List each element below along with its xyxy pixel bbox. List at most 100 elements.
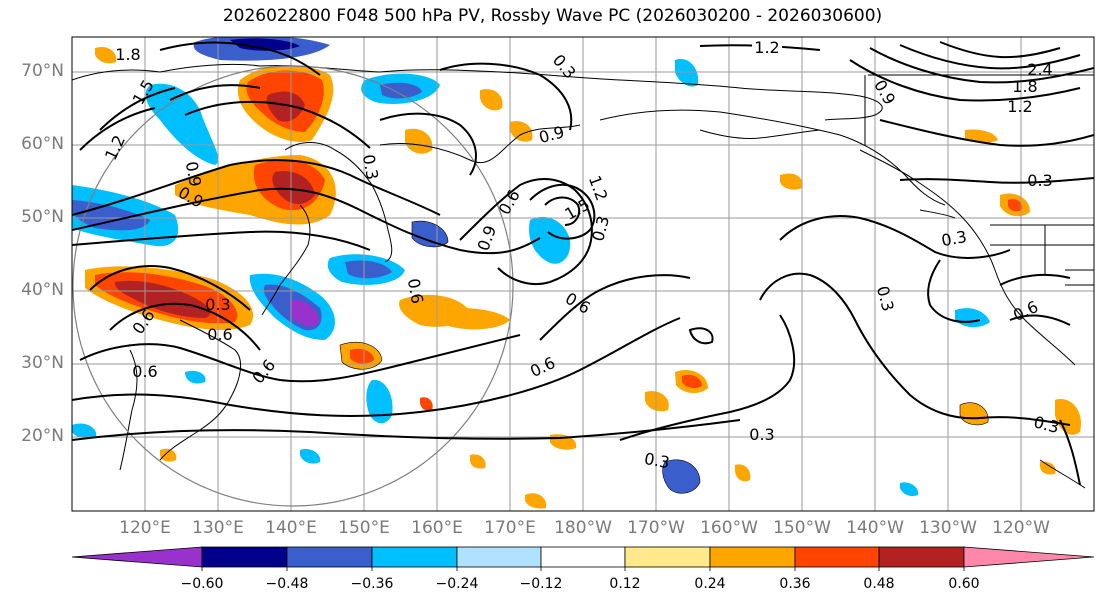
negative-anomaly <box>72 423 97 439</box>
colorbar-tick-label: 0.12 <box>609 576 641 592</box>
contour-label: 0.6 <box>1010 297 1041 325</box>
negative-anomaly <box>230 38 300 51</box>
contour-label: 1.2 <box>101 132 129 163</box>
contour-label: 0.6 <box>404 277 427 305</box>
map-frame <box>71 36 1095 512</box>
positive-anomaly <box>510 121 533 142</box>
lat-label: 20°N <box>21 426 64 446</box>
negative-anomaly <box>366 379 393 424</box>
positive-anomaly <box>470 454 486 469</box>
lon-label: 120°W <box>992 518 1050 538</box>
colorbar-tick-label: −0.36 <box>350 576 394 592</box>
negative-anomaly <box>900 482 919 497</box>
colorbar-tick-label: 0.36 <box>779 576 811 592</box>
positive-anomaly <box>405 128 433 154</box>
lon-label: 180°W <box>554 518 612 538</box>
positive-anomaly <box>266 91 305 122</box>
contour-label: 0.6 <box>207 325 232 344</box>
anomaly-outlines <box>339 220 989 494</box>
negative-anomaly <box>300 449 321 464</box>
contour-label: 2.4 <box>1027 60 1052 79</box>
colorbar-segment <box>456 546 542 568</box>
colorbar-segment <box>540 546 626 568</box>
negative-anomaly <box>380 82 422 99</box>
positive-anomaly <box>1040 461 1056 475</box>
contour-label: 0.9 <box>474 223 501 253</box>
contour-label: 0.6 <box>132 362 157 381</box>
map-title: 2026022800 F048 500 hPa PV, Rossby Wave … <box>222 6 883 26</box>
lon-label: 130°W <box>919 518 977 538</box>
colorbar-tick-label: −0.48 <box>265 576 309 592</box>
contour-label: 0.3 <box>1027 171 1052 190</box>
colorbar-segment <box>878 546 965 568</box>
positive-anomaly <box>780 173 803 190</box>
contour-label: 0.3 <box>749 425 774 444</box>
negative-anomaly <box>185 370 206 384</box>
negative-anomaly <box>675 59 699 87</box>
positive-anomaly <box>420 397 433 411</box>
colorbar-segment <box>794 546 880 568</box>
positive-anomaly <box>160 448 177 462</box>
positive-anomaly <box>960 402 989 425</box>
pv-anomaly-shading <box>72 37 1081 509</box>
negative-anomaly <box>345 260 392 279</box>
positive-anomaly <box>114 280 211 318</box>
negative-anomaly <box>662 459 700 494</box>
lat-label: 30°N <box>21 353 64 373</box>
positive-anomaly <box>735 464 751 482</box>
positive-anomaly <box>480 89 503 111</box>
colorbar-tick-label: −0.24 <box>435 576 479 592</box>
gridlines <box>72 37 1094 511</box>
contour-label: 0.3 <box>940 227 968 250</box>
colorbar-segment <box>709 546 796 568</box>
contour-label: 1.2 <box>1007 97 1032 116</box>
lon-label: 140°W <box>846 518 904 538</box>
positive-anomaly <box>95 46 117 64</box>
lat-label: 50°N <box>21 207 64 227</box>
negative-anomaly <box>955 308 990 328</box>
positive-anomaly <box>350 348 374 364</box>
colorbar <box>71 546 1095 571</box>
positive-anomaly <box>1008 199 1023 212</box>
colorbar-tick-label: 0.60 <box>948 576 980 592</box>
colorbar-tick-label: 0.24 <box>694 576 726 592</box>
lon-label: 130°E <box>192 518 244 538</box>
contour-label: 0.6 <box>248 356 279 388</box>
negative-anomaly <box>412 221 448 247</box>
negative-anomaly <box>290 299 320 327</box>
contour-label: 0.6 <box>495 186 524 218</box>
contour-label: 0.6 <box>527 353 558 381</box>
lon-label: 150°W <box>773 518 831 538</box>
colorbar-extend-min <box>71 546 203 568</box>
colorbar-tick-label: −0.12 <box>519 576 563 592</box>
colorbar-extend-max <box>963 546 1095 568</box>
contour-label: 1.8 <box>115 45 140 64</box>
positive-anomaly <box>1055 399 1081 435</box>
contour-label: 0.3 <box>873 284 898 314</box>
contour-label: 0.3 <box>359 153 382 181</box>
pv-contours <box>72 41 1094 486</box>
lat-label: 40°N <box>21 280 64 300</box>
colorbar-segment <box>201 546 288 568</box>
colorbar-tick-label: 0.48 <box>863 576 895 592</box>
lon-label: 160°E <box>411 518 463 538</box>
positive-anomaly <box>272 171 315 205</box>
contour-label: 0.3 <box>205 295 230 314</box>
lon-label: 170°W <box>627 518 685 538</box>
negative-anomaly <box>529 216 571 264</box>
colorbar-segment <box>371 546 458 568</box>
lon-label: 150°E <box>338 518 390 538</box>
contour-label: 1.2 <box>754 38 779 57</box>
lat-label: 70°N <box>21 61 64 81</box>
colorbar-tick-label: −0.60 <box>180 576 224 592</box>
lon-label: 170°E <box>484 518 536 538</box>
contour-label: 0.3 <box>643 449 671 472</box>
positive-anomaly <box>440 308 510 330</box>
positive-anomaly <box>645 391 669 412</box>
lon-label: 120°E <box>119 518 171 538</box>
lon-label: 160°W <box>700 518 758 538</box>
lat-label: 60°N <box>21 134 64 154</box>
positive-anomaly <box>525 493 547 509</box>
contour-label: 0.9 <box>537 122 567 147</box>
